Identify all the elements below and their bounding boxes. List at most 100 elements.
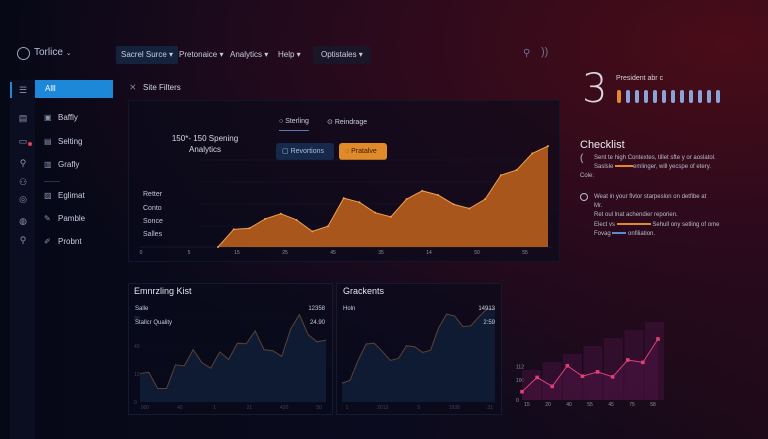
tab-sterling[interactable]: ○ Sterling — [279, 118, 309, 131]
document-icon: ▤ — [44, 137, 52, 146]
nav-help[interactable]: Help ▾ — [278, 50, 301, 59]
label: Revortions — [290, 148, 325, 155]
pratalve-button[interactable]: ◌ Pratalve — [339, 143, 387, 160]
folder-icon: ▣ — [44, 113, 52, 122]
big-number: 3 — [582, 66, 608, 112]
y-label: Salles — [143, 231, 163, 238]
data-point — [468, 207, 471, 210]
card-title: Emnrzling Kist — [134, 286, 192, 296]
y-label: Retter — [143, 191, 163, 198]
x-tick: 5 — [188, 250, 191, 256]
search-icon[interactable]: ⚲ — [19, 158, 27, 168]
gauge-segment — [716, 90, 720, 103]
series-line — [521, 338, 659, 393]
file-icon: ▥ — [44, 160, 52, 169]
document-icon[interactable]: ▤ — [18, 113, 28, 123]
gauge-segment — [671, 90, 675, 103]
pencil-icon: ✎ — [44, 214, 51, 223]
label: Reindrage — [334, 119, 368, 126]
search-icon[interactable]: ⚲ — [19, 235, 27, 245]
active-indicator — [10, 82, 12, 98]
x-tick: 15 — [234, 250, 240, 256]
gauge-segment — [680, 90, 684, 103]
checklist-line: Sent te high Contextes, tillet sfte y or… — [594, 155, 716, 161]
sidebar-item-all[interactable]: Alll — [35, 80, 113, 98]
data-point — [610, 375, 615, 379]
label: Pamble — [58, 214, 86, 223]
gauge-segment — [644, 90, 648, 103]
data-point — [342, 197, 345, 200]
data-point — [595, 370, 600, 374]
image-icon: ▨ — [44, 191, 52, 200]
sidebar-item-selting[interactable]: ▤ Selting — [44, 137, 82, 146]
data-point — [248, 227, 251, 230]
checklist-line: Mr. — [594, 203, 603, 209]
data-point — [499, 174, 502, 177]
sidebar-divider — [44, 181, 60, 182]
info-icon — [580, 193, 588, 201]
area-fill — [522, 339, 658, 400]
nav-optistales[interactable]: Optistales ▾ — [313, 46, 371, 64]
hierarchy-icon[interactable]: ⚇ — [18, 177, 28, 187]
gauge-segment — [698, 90, 702, 103]
highlight-bar — [616, 223, 651, 226]
y-tick: 100 — [516, 378, 525, 384]
label: Sterling — [285, 118, 309, 125]
x-tick: 58 — [650, 402, 656, 408]
badge-icon[interactable]: ◎ — [19, 194, 27, 204]
gauge-segment — [707, 90, 711, 103]
text: Saslsle — [594, 164, 614, 170]
nav-analytics[interactable]: Analytics ▾ — [230, 50, 269, 59]
highlight-bar — [612, 232, 627, 235]
sidebar-item-baffly[interactable]: ▣ Baffly — [44, 113, 78, 122]
nav-label: Sacrel Surce — [121, 50, 167, 59]
data-point — [327, 225, 329, 228]
globe-icon[interactable]: ◍ — [19, 216, 27, 226]
label: Pratalve — [351, 148, 377, 155]
app-title-menu[interactable]: Torlice ⌄ — [34, 47, 72, 58]
nav-sacrel-surce[interactable]: Sacrel Surce ▾ — [116, 46, 179, 64]
sidebar-item-probnt[interactable]: ✐ Probnt — [44, 237, 82, 246]
data-point — [452, 203, 455, 206]
data-point — [232, 228, 235, 231]
sidebar-item-grafly[interactable]: ▥ Grafly — [44, 160, 79, 169]
text: emlinger, will yecspe of etery. — [633, 164, 711, 170]
checklist-line: Saslsle emlinger, will yecspe of etery. — [594, 164, 711, 170]
revortions-button[interactable]: ▢ Revortions — [276, 143, 334, 160]
summary-label: President abr c — [616, 75, 664, 82]
broadcast-icon[interactable]: )) — [541, 46, 549, 58]
tab-reindrage[interactable]: ⊙ Reindrage — [327, 119, 368, 126]
stat-label: Salle — [135, 306, 149, 312]
section-title: Site Filters — [143, 83, 181, 92]
label: Alll — [45, 84, 56, 93]
data-point — [295, 218, 298, 221]
data-point — [437, 194, 439, 196]
data-point — [389, 215, 392, 218]
filter-icon[interactable]: ⨯ — [129, 82, 137, 92]
data-point — [279, 212, 282, 215]
sidebar-item-pamble[interactable]: ✎ Pamble — [44, 214, 85, 223]
stat-value: 14913 — [478, 306, 495, 312]
search-icon[interactable]: ⚲ — [523, 48, 531, 59]
notification-dot — [28, 142, 32, 146]
x-tick: 75 — [629, 402, 635, 408]
y-tick: 0 — [516, 398, 519, 404]
sidebar-item-eglimat[interactable]: ▨ Eglimat — [44, 191, 85, 200]
data-point — [264, 217, 267, 220]
gauge-segment — [635, 90, 639, 103]
text: onfiliation. — [628, 231, 656, 237]
icon-rail: ☰ ▤ ▭ ⚲ ⚇ ◎ ◍ ⚲ — [10, 80, 35, 439]
data-point — [484, 198, 487, 201]
list-icon[interactable]: ☰ — [18, 85, 28, 95]
area-fill — [218, 146, 548, 247]
app-title: Torlice — [34, 47, 63, 58]
text: Fovag — [594, 231, 611, 237]
label: Eglimat — [58, 191, 85, 200]
nav-pretonaice[interactable]: Pretonaice ▾ — [179, 50, 224, 59]
data-point — [217, 246, 219, 248]
text: Sehull ony setling of ome — [652, 222, 720, 228]
chat-icon[interactable]: ▭ — [18, 136, 28, 146]
x-tick: 45 — [330, 250, 336, 256]
data-point — [531, 152, 534, 155]
x-tick: 45 — [608, 402, 614, 408]
